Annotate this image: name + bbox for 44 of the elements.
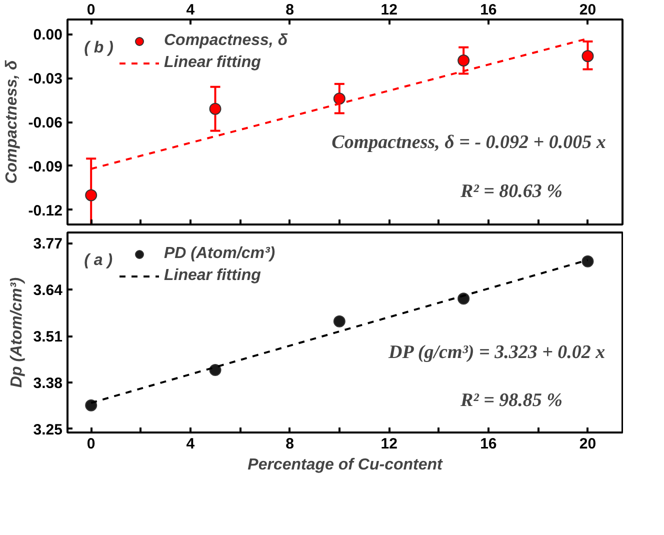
annotation: ( a )	[84, 252, 113, 269]
legend-label: Linear fitting	[164, 267, 261, 285]
legend-label: Linear fitting	[164, 54, 261, 72]
x2-tick-label: 20	[579, 2, 596, 18]
legend-label: PD (Atom/cm³)	[164, 245, 276, 263]
x2-tick-label: 0	[86, 2, 96, 18]
y-tick-label: 0.00	[33, 26, 63, 44]
x2-tick-label: 12	[380, 2, 398, 18]
y-axis-title: Dp (Atom/cm³)	[8, 277, 26, 388]
x-axis-title: Percentage of Cu-content	[248, 456, 444, 474]
x2-tick-label: 8	[286, 2, 294, 18]
annotation: R² = 98.85 %	[459, 390, 563, 411]
point	[85, 189, 98, 202]
point	[582, 255, 594, 268]
legend-label: Compactness, δ	[164, 32, 288, 50]
x-tick-label: 4	[186, 436, 196, 452]
y-tick-label: -0.06	[28, 114, 63, 132]
y-tick-label: 3.77	[33, 236, 63, 253]
y-tick-label: -0.09	[28, 158, 63, 176]
point	[209, 102, 222, 115]
y-tick-label: -0.03	[28, 70, 63, 88]
x2-tick-label: 4	[186, 2, 196, 18]
annotation: R² = 80.63 %	[459, 181, 563, 202]
annotation: ( b )	[84, 40, 114, 57]
point	[85, 399, 98, 412]
point	[333, 92, 346, 105]
x-tick-label: 20	[579, 436, 596, 452]
x2-tick-label: 16	[480, 2, 497, 18]
x-tick-label: 8	[286, 436, 294, 452]
y-tick-label: 3.38	[33, 375, 63, 392]
x-tick-label: 0	[86, 436, 96, 452]
annotation: DP (g/cm³) = 3.323 + 0.02 x	[388, 342, 606, 363]
x-tick-label: 12	[380, 436, 398, 452]
point	[582, 50, 594, 62]
y-axis-title: Compactness, δ	[3, 60, 20, 184]
y-tick-label: 3.51	[33, 328, 63, 346]
y-tick-label: 3.64	[33, 282, 64, 300]
y-tick-label: 3.25	[33, 421, 63, 438]
point	[458, 54, 470, 66]
point	[333, 315, 346, 328]
annotation: Compactness, δ = - 0.092 + 0.005 x	[332, 132, 606, 153]
x-tick-label: 16	[480, 436, 497, 452]
y-tick-label: -0.12	[28, 202, 63, 220]
point	[209, 364, 222, 376]
